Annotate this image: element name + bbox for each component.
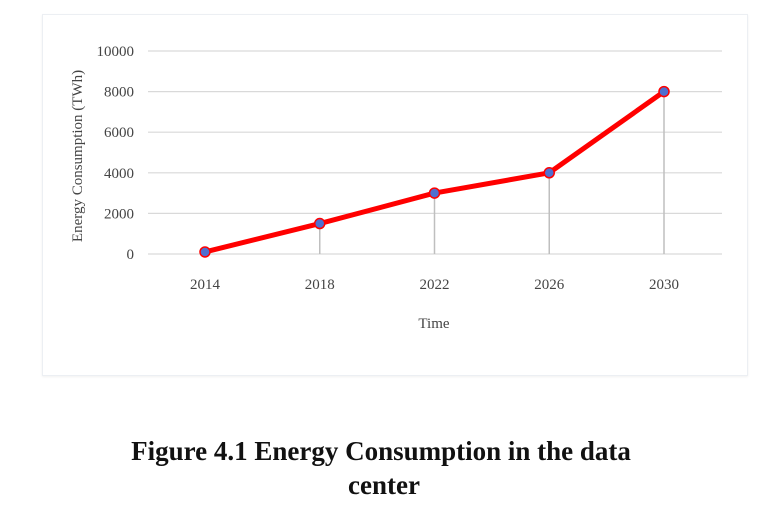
x-tick-label: 2030 xyxy=(649,277,679,293)
y-tick-label: 8000 xyxy=(104,85,134,101)
y-axis-title: Energy Consumption (TWh) xyxy=(70,70,86,242)
x-tick-label: 2018 xyxy=(305,277,335,293)
chart-frame xyxy=(42,14,748,376)
y-tick-labels: 0 2000 4000 6000 8000 10000 xyxy=(97,44,135,263)
data-point xyxy=(428,187,441,199)
x-axis-title: Time xyxy=(418,316,449,332)
x-tick-label: 2014 xyxy=(190,277,221,293)
data-point xyxy=(314,217,326,230)
gridlines xyxy=(148,50,722,255)
data-point xyxy=(658,85,670,98)
markers xyxy=(199,85,670,258)
x-tick-labels: 2014 2018 2022 2026 2030 xyxy=(190,277,679,293)
y-tick-label: 4000 xyxy=(104,166,134,182)
data-point xyxy=(199,246,211,258)
figure-caption-line-1: Figure 4.1 Energy Consumption in the dat… xyxy=(131,436,631,466)
x-tick-label: 2022 xyxy=(420,277,450,293)
y-tick-label: 2000 xyxy=(104,206,134,222)
y-tick-label: 0 xyxy=(127,247,135,263)
data-point xyxy=(543,167,555,179)
y-tick-label: 6000 xyxy=(104,125,134,141)
y-tick-label: 10000 xyxy=(97,44,135,60)
figure-caption-line-2: center xyxy=(348,470,420,500)
x-tick-label: 2026 xyxy=(534,277,565,293)
figure-caption: Figure 4.1 Energy Consumption in the dat… xyxy=(0,434,768,502)
